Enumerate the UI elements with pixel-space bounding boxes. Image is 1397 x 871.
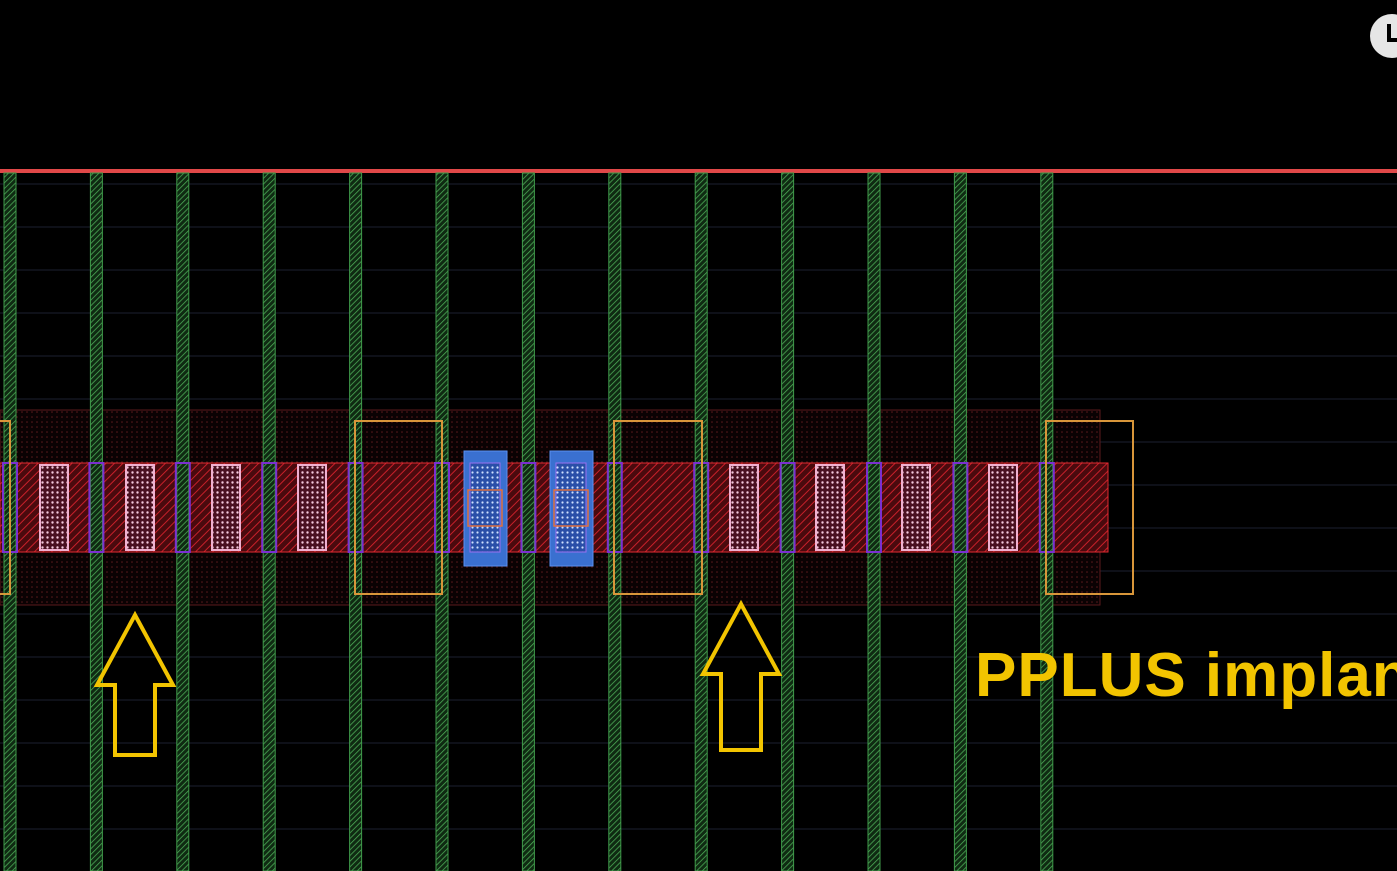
poly-gate[interactable]	[953, 172, 967, 871]
implant-outline	[613, 420, 703, 595]
diffusion-contact[interactable]	[297, 464, 327, 551]
poly-gate[interactable]	[521, 172, 535, 871]
poly-gate[interactable]	[867, 172, 881, 871]
poly-gate[interactable]	[781, 172, 795, 871]
gate-overlap	[520, 462, 537, 553]
diffusion-contact[interactable]	[39, 464, 69, 551]
up-arrow-icon	[93, 610, 177, 757]
diffusion-contact[interactable]	[815, 464, 845, 551]
via-cut	[553, 489, 589, 527]
poly-gate[interactable]	[89, 172, 103, 871]
up-arrow-icon	[699, 599, 783, 752]
poly-gate[interactable]	[176, 172, 190, 871]
implant-outline	[0, 420, 11, 595]
diffusion-contact[interactable]	[988, 464, 1018, 551]
diffusion-contact[interactable]	[125, 464, 155, 551]
gate-overlap	[866, 462, 882, 553]
pplus-implant-label: PPLUS implant	[975, 641, 1397, 710]
top-rail	[0, 169, 1397, 173]
gate-overlap	[261, 462, 278, 553]
implant-outline	[354, 420, 443, 595]
diffusion-contact[interactable]	[211, 464, 241, 551]
gate-overlap	[88, 462, 105, 553]
via	[469, 462, 501, 553]
gate-overlap	[779, 462, 796, 553]
poly-gate[interactable]	[262, 172, 276, 871]
implant-outline	[1045, 420, 1134, 595]
via-cut	[467, 489, 503, 527]
gate-overlap	[174, 462, 191, 553]
diffusion-contact[interactable]	[729, 464, 759, 551]
via	[555, 462, 587, 553]
gate-overlap	[952, 462, 969, 553]
diffusion-contact[interactable]	[901, 464, 931, 551]
